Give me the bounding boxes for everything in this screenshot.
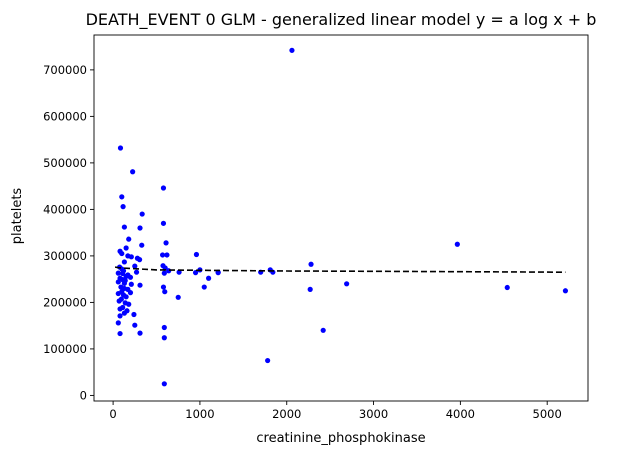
data-point bbox=[139, 211, 145, 217]
chart-title: DEATH_EVENT 0 GLM - generalized linear m… bbox=[86, 10, 597, 30]
data-point bbox=[119, 250, 125, 257]
data-point bbox=[119, 194, 125, 200]
data-point bbox=[320, 327, 326, 333]
data-point bbox=[163, 240, 169, 246]
y-axis-ticks: 0 100000 200000 300000 400000 500000 600000 700… bbox=[43, 63, 94, 402]
data-point bbox=[117, 145, 124, 151]
y-tick-label: 600000 bbox=[43, 109, 87, 123]
y-tick-label: 100000 bbox=[43, 342, 87, 356]
data-point bbox=[132, 322, 138, 328]
data-point bbox=[159, 252, 166, 258]
data-point bbox=[126, 301, 132, 307]
data-point bbox=[504, 284, 510, 291]
data-point bbox=[137, 225, 143, 231]
x-tick-label: 5000 bbox=[533, 407, 562, 421]
data-point bbox=[120, 270, 126, 277]
data-point bbox=[193, 251, 200, 258]
axes-frame bbox=[93, 34, 589, 402]
data-point bbox=[161, 270, 167, 276]
x-axis-ticks: 0 1000 2000 3000 4000 5000 bbox=[109, 401, 562, 421]
x-tick-label: 2000 bbox=[272, 407, 301, 421]
y-tick-label: 700000 bbox=[43, 63, 87, 77]
data-point bbox=[161, 335, 167, 341]
y-tick-label: 400000 bbox=[43, 202, 87, 216]
data-point bbox=[117, 330, 123, 337]
y-tick-label: 200000 bbox=[43, 295, 87, 309]
data-point bbox=[123, 294, 129, 300]
data-point bbox=[137, 282, 143, 288]
data-point bbox=[128, 254, 134, 260]
data-point bbox=[121, 310, 127, 316]
data-point bbox=[454, 241, 460, 247]
x-axis-label: creatinine_phosphokinase bbox=[256, 431, 425, 446]
data-point bbox=[161, 381, 167, 387]
data-point bbox=[121, 280, 127, 286]
data-point bbox=[115, 279, 121, 285]
data-point bbox=[123, 273, 129, 279]
data-point bbox=[115, 320, 121, 326]
data-point bbox=[308, 261, 314, 267]
data-point bbox=[164, 252, 170, 258]
data-point bbox=[115, 270, 121, 276]
data-point bbox=[160, 284, 167, 290]
data-point bbox=[117, 306, 123, 312]
data-point bbox=[265, 357, 271, 364]
data-point bbox=[162, 289, 168, 295]
data-point bbox=[562, 288, 569, 294]
data-point bbox=[344, 281, 350, 287]
data-point bbox=[120, 204, 126, 210]
data-point bbox=[117, 313, 123, 319]
data-point bbox=[175, 294, 181, 300]
data-point bbox=[137, 330, 143, 336]
data-point bbox=[115, 290, 121, 297]
data-point bbox=[126, 236, 132, 242]
data-point bbox=[136, 257, 143, 263]
data-point bbox=[139, 242, 145, 248]
data-point bbox=[116, 298, 122, 304]
data-point bbox=[123, 245, 129, 251]
data-point bbox=[127, 290, 134, 296]
data-point bbox=[206, 275, 212, 281]
data-point bbox=[121, 224, 127, 230]
data-point bbox=[131, 311, 137, 318]
fit-line bbox=[114, 266, 566, 273]
data-point bbox=[161, 324, 167, 331]
x-tick-label: 4000 bbox=[446, 407, 475, 421]
y-axis-label: platelets bbox=[10, 188, 25, 245]
x-tick-label: 3000 bbox=[359, 407, 388, 421]
data-point bbox=[130, 169, 136, 175]
data-point bbox=[160, 220, 167, 226]
data-point bbox=[121, 259, 127, 265]
y-tick-label: 500000 bbox=[43, 156, 87, 170]
data-point bbox=[127, 274, 134, 280]
data-point bbox=[128, 281, 134, 287]
x-tick-label: 0 bbox=[109, 407, 116, 421]
data-point bbox=[133, 269, 140, 275]
data-point bbox=[160, 185, 167, 191]
data-point bbox=[201, 284, 207, 290]
y-tick-label: 300000 bbox=[43, 249, 87, 263]
data-point bbox=[307, 286, 313, 292]
plot-area bbox=[93, 34, 589, 402]
data-point bbox=[132, 263, 138, 269]
y-tick-label: 0 bbox=[80, 388, 87, 402]
data-point bbox=[192, 270, 199, 276]
data-point bbox=[289, 47, 295, 53]
x-tick-label: 1000 bbox=[185, 407, 214, 421]
